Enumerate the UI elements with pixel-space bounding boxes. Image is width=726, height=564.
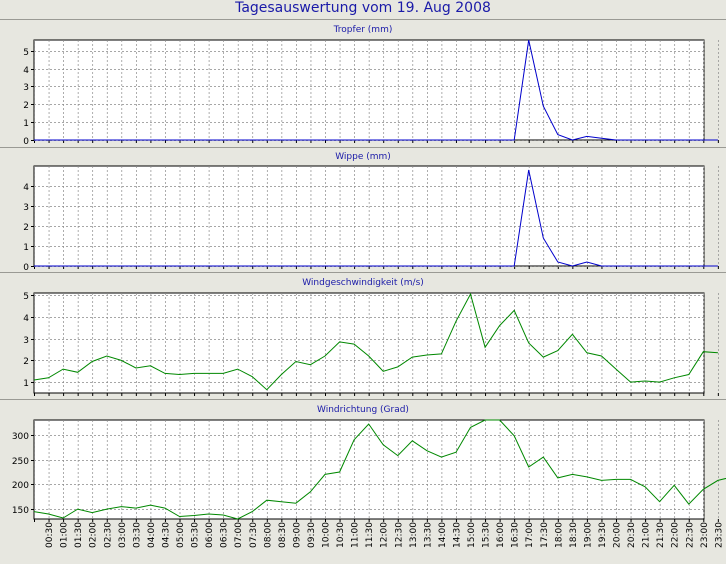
x-tick-label: 18:00 <box>554 522 564 548</box>
y-tick-label: 4 <box>23 183 29 193</box>
panel-title-windrichtung: Windrichtung (Grad) <box>317 405 409 415</box>
x-tick-label: 08:00 <box>263 522 273 548</box>
x-tick-label: 19:30 <box>598 522 608 548</box>
series-line <box>34 169 718 267</box>
y-tick-label: 150 <box>12 506 29 516</box>
x-tick-label: 18:30 <box>569 522 579 548</box>
x-tick-label: 20:00 <box>613 522 623 548</box>
panel-separator <box>0 272 726 273</box>
x-tick-label: 09:30 <box>307 522 317 548</box>
y-tick-label: 200 <box>12 481 29 491</box>
y-tick-label: 3 <box>23 83 29 93</box>
x-tick-label: 00:30 <box>45 522 55 548</box>
x-tick-label: 07:00 <box>234 522 244 548</box>
x-tick-label: 03:30 <box>132 522 142 548</box>
x-tick-label: 22:00 <box>671 522 681 548</box>
x-tick-label: 12:00 <box>380 522 390 548</box>
x-tick-label: 13:00 <box>409 522 419 548</box>
x-tick-label: 14:00 <box>438 522 448 548</box>
x-tick-label: 04:30 <box>161 522 171 548</box>
x-tick-label: 21:30 <box>656 522 666 548</box>
x-tick-label: 11:30 <box>365 522 375 548</box>
x-tick-label: 10:00 <box>322 522 332 548</box>
x-tick-label: 02:00 <box>89 522 99 548</box>
y-tick-label: 3 <box>23 203 29 213</box>
x-tick-label: 03:00 <box>118 522 128 548</box>
x-tick-label: 22:30 <box>685 522 695 548</box>
x-tick-label: 05:00 <box>176 522 186 548</box>
x-tick-label: 14:30 <box>452 522 462 548</box>
panel-title-windgeschwindigkeit: Windgeschwindigkeit (m/s) <box>302 278 424 288</box>
x-tick-label: 04:00 <box>147 522 157 548</box>
y-tick-label: 0 <box>23 137 29 147</box>
x-tick-label: 02:30 <box>103 522 113 548</box>
x-tick-label: 23:00 <box>700 522 710 548</box>
x-tick-label: 07:30 <box>249 522 259 548</box>
x-tick-label: 13:30 <box>423 522 433 548</box>
y-tick-label: 2 <box>23 223 29 233</box>
y-tick-label: 2 <box>23 357 29 367</box>
x-tick-label: 23:30 <box>714 522 724 548</box>
x-tick-label: 08:30 <box>278 522 288 548</box>
y-tick-label: 4 <box>23 66 29 76</box>
x-tick-label: 09:00 <box>292 522 302 548</box>
x-tick-label: 17:00 <box>525 522 535 548</box>
y-tick-label: 1 <box>23 243 29 253</box>
y-tick-label: 0 <box>23 263 29 273</box>
x-tick-label: 11:00 <box>351 522 361 548</box>
x-tick-label: 01:00 <box>60 522 70 548</box>
x-tick-label: 19:00 <box>583 522 593 548</box>
panel-title-tropfer: Tropfer (mm) <box>333 25 393 35</box>
x-tick-label: 21:00 <box>642 522 652 548</box>
panel-title-wippe: Wippe (mm) <box>335 152 391 162</box>
x-tick-label: 15:00 <box>467 522 477 548</box>
series-line <box>34 39 718 141</box>
panel-separator <box>0 399 726 400</box>
y-tick-label: 4 <box>23 314 29 324</box>
series-line <box>33 419 726 520</box>
x-tick-label: 06:30 <box>220 522 230 548</box>
y-tick-label: 3 <box>23 336 29 346</box>
panel-separator <box>0 147 726 148</box>
y-tick-label: 5 <box>23 292 29 302</box>
y-tick-label: 1 <box>23 119 29 129</box>
y-tick-label: 1 <box>23 379 29 389</box>
page-title: Tagesauswertung vom 19. Aug 2008 <box>235 0 491 16</box>
y-tick-label: 2 <box>23 101 29 111</box>
series-line <box>33 292 718 391</box>
x-tick-label: 10:30 <box>336 522 346 548</box>
x-tick-label: 06:00 <box>205 522 215 548</box>
x-tick-label: 20:30 <box>627 522 637 548</box>
x-tick-label: 05:30 <box>191 522 201 548</box>
x-tick-label: 17:30 <box>540 522 550 548</box>
y-tick-label: 250 <box>12 457 29 467</box>
x-tick-label: 12:30 <box>394 522 404 548</box>
x-tick-label: 01:30 <box>74 522 84 548</box>
y-tick-label: 300 <box>12 432 29 442</box>
x-tick-label: 15:30 <box>482 522 492 548</box>
x-tick-label: 16:00 <box>496 522 506 548</box>
panel-separator <box>0 19 726 20</box>
x-tick-label: 16:30 <box>511 522 521 548</box>
y-tick-label: 5 <box>23 48 29 58</box>
